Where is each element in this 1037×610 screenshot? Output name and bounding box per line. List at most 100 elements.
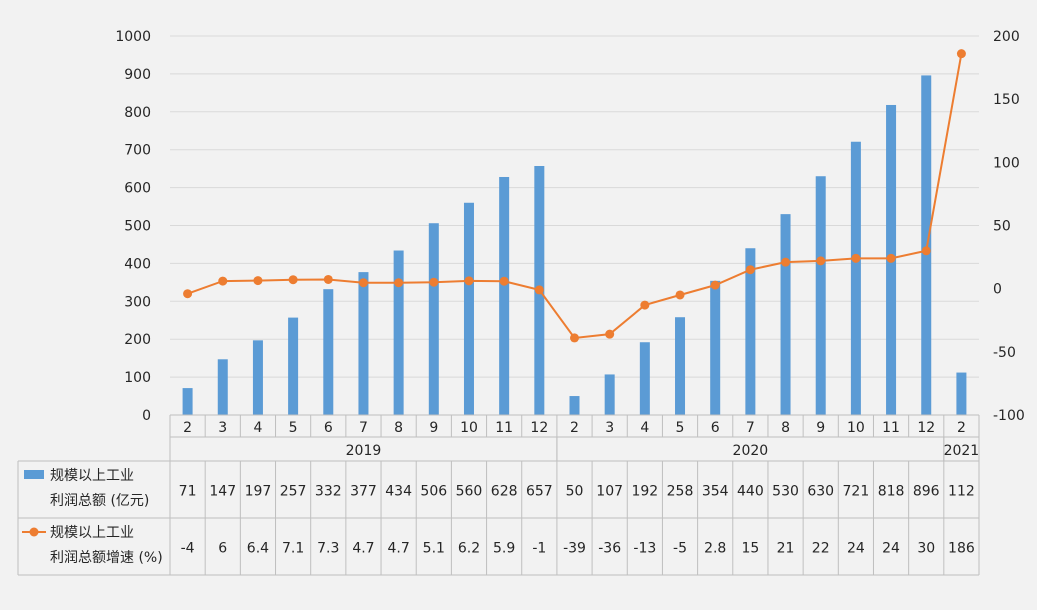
data-label: 107 [596,484,623,500]
data-label: 147 [209,484,236,500]
data-label: 7.3 [317,541,339,557]
bar [288,317,299,415]
bar [463,202,474,415]
line-point [253,276,263,286]
line-point [499,276,509,286]
bar [710,280,721,415]
data-label: 657 [526,484,553,500]
line-point [921,246,931,256]
x-tick-label: 9 [429,420,438,436]
y-right-tick-label: -50 [993,345,1016,361]
x-tick-label: 9 [816,420,825,436]
data-label: -5 [673,541,687,557]
y-left-tick-label: 500 [124,219,151,235]
bar [569,396,580,415]
data-label: 257 [280,484,307,500]
line-point [781,257,791,267]
x-tick-label: 12 [917,420,935,436]
data-label: 197 [245,484,272,500]
x-tick-label: 2 [183,420,192,436]
bar [639,342,650,415]
x-tick-label: 7 [746,420,755,436]
x-tick-label: 3 [605,420,614,436]
bar [850,141,861,415]
data-label: 5.1 [423,541,445,557]
line-point [851,253,861,263]
x-tick-label: 8 [781,420,790,436]
data-label: 896 [913,484,940,500]
line-point [956,49,966,59]
line-point [816,256,826,266]
data-label: 6.4 [247,541,269,557]
line-point [464,276,474,286]
line-point [710,280,720,290]
data-label: 506 [420,484,447,500]
x-tick-label: 2 [570,420,579,436]
legend-label: 规模以上工业 [50,525,134,541]
line-point [534,285,544,295]
y-left-tick-label: 800 [124,105,151,121]
y-left-tick-label: 300 [124,294,151,310]
x-tick-label: 10 [460,420,478,436]
y-right-tick-label: 200 [993,29,1020,45]
data-label: -13 [633,541,656,557]
year-label: 2020 [733,443,769,459]
x-tick-label: 6 [711,420,720,436]
y-right-tick-label: 0 [993,282,1002,298]
line-point [323,274,333,284]
y-left-tick-label: 600 [124,181,151,197]
x-tick-label: 3 [218,420,227,436]
line-point [745,265,755,275]
line-point [358,278,368,288]
bar [252,340,263,415]
x-tick-label: 8 [394,420,403,436]
line-point [183,289,193,299]
x-tick-label: 11 [495,420,513,436]
line-point [429,277,439,287]
bar [358,272,369,415]
bar [323,289,334,415]
bar [745,248,756,415]
data-label: 112 [948,484,975,500]
legend-swatch-bar [24,470,44,479]
x-tick-label: 10 [847,420,865,436]
bar [428,223,439,415]
data-label: 4.7 [387,541,409,557]
x-tick-label: 2 [957,420,966,436]
legend-label: 利润总额 (亿元) [50,493,149,509]
x-tick-label: 7 [359,420,368,436]
bar [815,176,826,415]
data-label: -39 [563,541,586,557]
data-label: 258 [667,484,694,500]
y-left-tick-label: 700 [124,143,151,159]
y-left-tick-label: 100 [124,370,151,386]
bar [499,176,510,415]
y-right-tick-label: 100 [993,155,1020,171]
x-tick-label: 5 [289,420,298,436]
y-left-tick-label: 200 [124,332,151,348]
data-label: 192 [631,484,658,500]
x-tick-label: 4 [640,420,649,436]
line-point [605,329,615,339]
bar [604,374,615,415]
y-right-tick-label: 50 [993,219,1011,235]
data-label: 332 [315,484,342,500]
line-point [886,253,896,263]
data-label: 6 [218,541,227,557]
data-label: 7.1 [282,541,304,557]
bar [393,250,404,415]
series-line [187,53,963,339]
legend-label: 利润总额增速 (%) [50,550,163,566]
bar [182,388,193,415]
y-left-tick-label: 900 [124,67,151,83]
legend-label: 规模以上工业 [50,468,134,484]
y-right-tick-label: -100 [993,408,1025,424]
x-tick-label: 4 [253,420,262,436]
data-label: 2.8 [704,541,726,557]
bar [956,372,967,415]
data-label: 15 [741,541,759,557]
y-left-tick-label: 400 [124,256,151,272]
line-point [675,290,685,300]
